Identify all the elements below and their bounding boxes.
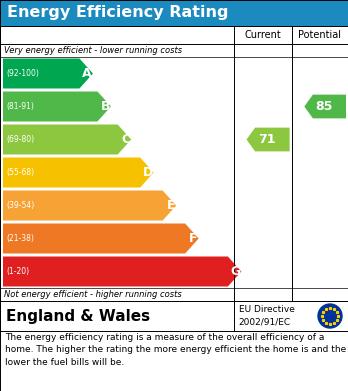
Bar bbox=[0, 0, 348, 26]
Polygon shape bbox=[3, 224, 199, 253]
Bar bbox=[0, 301, 348, 331]
Text: C: C bbox=[121, 133, 130, 146]
Polygon shape bbox=[3, 256, 242, 287]
Polygon shape bbox=[3, 59, 93, 88]
Text: D: D bbox=[142, 166, 153, 179]
Text: Very energy efficient - lower running costs: Very energy efficient - lower running co… bbox=[4, 46, 182, 55]
Text: The energy efficiency rating is a measure of the overall efficiency of a home. T: The energy efficiency rating is a measur… bbox=[5, 333, 346, 367]
Text: (39-54): (39-54) bbox=[6, 201, 34, 210]
Polygon shape bbox=[3, 91, 111, 122]
Text: F: F bbox=[189, 232, 198, 245]
Text: Not energy efficient - higher running costs: Not energy efficient - higher running co… bbox=[4, 290, 182, 299]
Text: Potential: Potential bbox=[298, 30, 341, 40]
Text: 85: 85 bbox=[315, 100, 333, 113]
Text: (69-80): (69-80) bbox=[6, 135, 34, 144]
Text: EU Directive
2002/91/EC: EU Directive 2002/91/EC bbox=[239, 305, 295, 327]
Polygon shape bbox=[246, 127, 290, 151]
Text: A: A bbox=[82, 67, 92, 80]
Text: E: E bbox=[167, 199, 175, 212]
Polygon shape bbox=[3, 158, 154, 188]
Text: Energy Efficiency Rating: Energy Efficiency Rating bbox=[7, 5, 229, 20]
Polygon shape bbox=[3, 190, 176, 221]
Polygon shape bbox=[304, 95, 346, 118]
Text: Current: Current bbox=[244, 30, 281, 40]
Text: (92-100): (92-100) bbox=[6, 69, 39, 78]
Text: G: G bbox=[230, 265, 240, 278]
Text: England & Wales: England & Wales bbox=[6, 308, 150, 323]
Text: (21-38): (21-38) bbox=[6, 234, 34, 243]
Text: B: B bbox=[101, 100, 110, 113]
Text: (81-91): (81-91) bbox=[6, 102, 34, 111]
Polygon shape bbox=[3, 124, 131, 154]
Circle shape bbox=[318, 304, 342, 328]
Text: 71: 71 bbox=[258, 133, 276, 146]
Bar bbox=[0, 26, 348, 301]
Text: (55-68): (55-68) bbox=[6, 168, 34, 177]
Text: (1-20): (1-20) bbox=[6, 267, 29, 276]
